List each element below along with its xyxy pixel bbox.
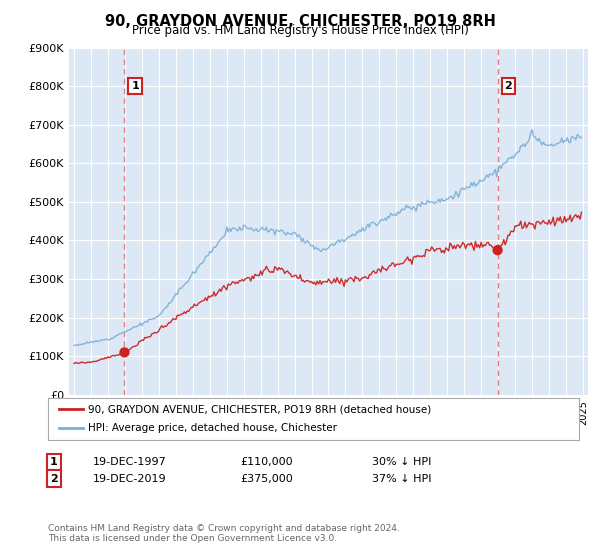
Point: [493, 246, 502, 255]
Text: 2: 2: [50, 474, 58, 484]
Point: [119, 348, 129, 357]
Text: £110,000: £110,000: [240, 457, 293, 467]
Text: HPI: Average price, detached house, Chichester: HPI: Average price, detached house, Chic…: [88, 423, 337, 433]
Text: Price paid vs. HM Land Registry's House Price Index (HPI): Price paid vs. HM Land Registry's House …: [131, 24, 469, 36]
Text: 37% ↓ HPI: 37% ↓ HPI: [372, 474, 431, 484]
Text: Contains HM Land Registry data © Crown copyright and database right 2024.
This d: Contains HM Land Registry data © Crown c…: [48, 524, 400, 543]
Text: 19-DEC-1997: 19-DEC-1997: [93, 457, 167, 467]
Text: £375,000: £375,000: [240, 474, 293, 484]
Text: 30% ↓ HPI: 30% ↓ HPI: [372, 457, 431, 467]
Text: 1: 1: [50, 457, 58, 467]
Text: 90, GRAYDON AVENUE, CHICHESTER, PO19 8RH: 90, GRAYDON AVENUE, CHICHESTER, PO19 8RH: [104, 14, 496, 29]
Text: 19-DEC-2019: 19-DEC-2019: [93, 474, 167, 484]
Text: 90, GRAYDON AVENUE, CHICHESTER, PO19 8RH (detached house): 90, GRAYDON AVENUE, CHICHESTER, PO19 8RH…: [88, 404, 431, 414]
Text: 2: 2: [505, 81, 512, 91]
Text: 1: 1: [131, 81, 139, 91]
